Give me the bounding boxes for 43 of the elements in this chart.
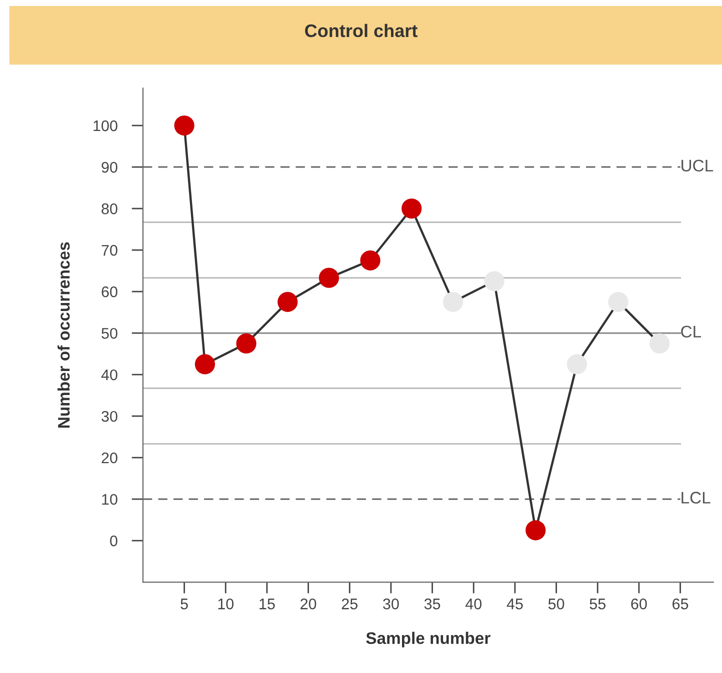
ref-line-label: UCL (682, 160, 714, 172)
x-tick-label: 10 (218, 598, 234, 610)
point (608, 292, 628, 312)
x-tick-label: 35 (424, 598, 440, 610)
y-tick-label: 90 (102, 162, 118, 173)
y-tick-label: 100 (94, 120, 118, 132)
point (236, 333, 256, 354)
y-axis-title: Number of occurrences (57, 242, 70, 428)
x-tick-label: 30 (383, 598, 399, 610)
y-tick-label: 30 (102, 410, 118, 422)
point (278, 292, 298, 312)
y-tick-label: 10 (102, 494, 118, 505)
point (650, 333, 670, 354)
point (360, 250, 380, 270)
x-tick-label: 5 (180, 598, 188, 610)
chart-title: Control chart (305, 24, 418, 38)
x-tick-label: 20 (300, 598, 316, 610)
y-tick-label: 70 (102, 244, 118, 256)
x-tick-label: 25 (342, 598, 358, 610)
point (194, 354, 216, 374)
point (318, 268, 340, 288)
ref-line-label: CL (681, 326, 702, 338)
point (484, 271, 504, 292)
x-tick-label: 15 (260, 598, 275, 610)
y-tick-label: 0 (110, 536, 118, 546)
y-tick-label: 20 (102, 452, 118, 464)
x-tick-label: 40 (465, 598, 482, 610)
x-tick-label: 45 (506, 598, 523, 610)
y-tick-label: 40 (101, 369, 118, 380)
x-axis-title: Sample number (366, 632, 490, 648)
x-tick-label: 55 (590, 598, 606, 610)
point (402, 198, 422, 219)
x-tick-label: 65 (672, 598, 688, 610)
y-tick-label: 50 (102, 328, 118, 339)
ref-line-label: LCL (682, 492, 710, 504)
x-tick-label: 60 (631, 598, 647, 610)
x-tick-label: 50 (548, 598, 564, 610)
point (566, 354, 588, 374)
y-tick-label: 80 (102, 203, 118, 214)
y-tick-label: 60 (102, 286, 118, 298)
point (442, 292, 464, 312)
point (174, 115, 194, 136)
point (526, 520, 546, 540)
